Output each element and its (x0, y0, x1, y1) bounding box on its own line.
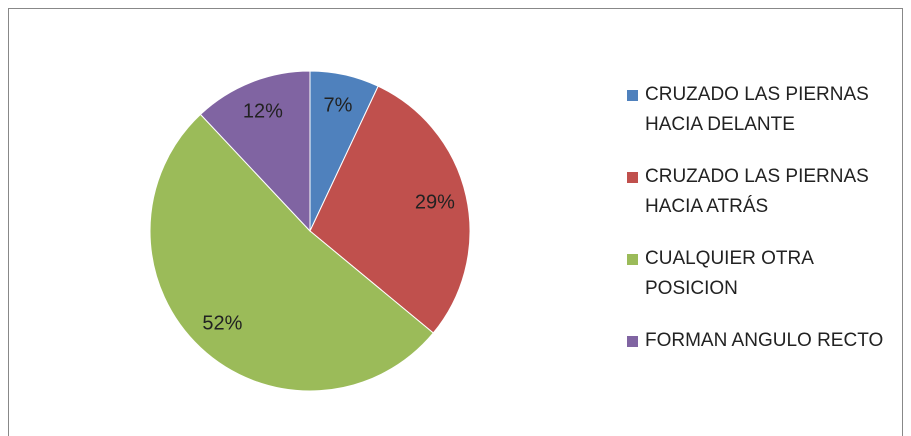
frame (8, 8, 903, 436)
data-label: 52% (202, 313, 242, 335)
legend-label: CRUZADO LAS PIERNAS HACIA DELANTE (645, 84, 869, 135)
legend-item: CRUZADO LAS PIERNAS HACIA DELANTE (627, 80, 887, 140)
legend-label: FORMAN ANGULO RECTO (645, 330, 884, 351)
legend-item: FORMAN ANGULO RECTO (627, 326, 887, 356)
pie-slice (309, 85, 471, 334)
pie-slice (149, 113, 434, 392)
legend-label: CRUZADO LAS PIERNAS HACIA ATRÁS (645, 166, 869, 217)
pie-slice (199, 70, 311, 233)
data-label: 29% (415, 191, 455, 213)
legend-swatch (627, 90, 638, 101)
legend-swatch (627, 172, 638, 183)
legend-item: CRUZADO LAS PIERNAS HACIA ATRÁS (627, 162, 887, 222)
data-label: 7% (323, 94, 352, 116)
legend: CRUZADO LAS PIERNAS HACIA DELANTE CRUZADO… (627, 80, 887, 378)
legend-swatch (627, 254, 638, 265)
legend-item: CUALQUIER OTRA POSICION (627, 244, 887, 304)
legend-label: CUALQUIER OTRA POSICION (645, 248, 813, 299)
data-label: 12% (243, 100, 283, 122)
legend-swatch (627, 336, 638, 347)
